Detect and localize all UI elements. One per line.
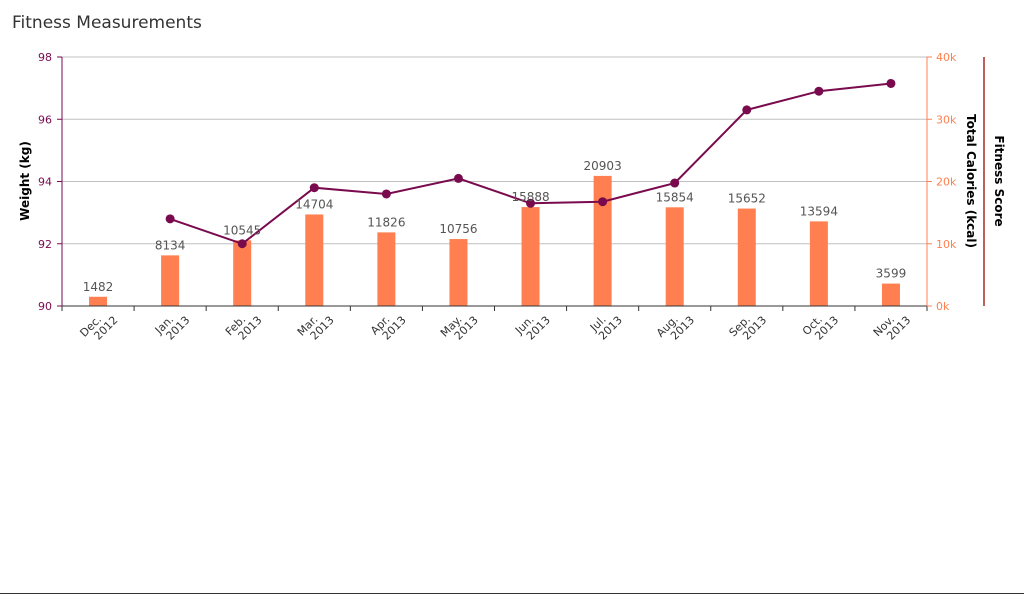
y-right-tick-label: 10k	[936, 238, 957, 251]
x-tick-label: Jun.2013	[512, 305, 553, 346]
weight-point	[814, 86, 824, 96]
weight-line	[165, 78, 896, 249]
y-right-axis-title: Total Calories (kcal)	[964, 114, 978, 248]
bottom-border	[0, 593, 1024, 594]
chart-title: Fitness Measurements	[12, 13, 202, 33]
weight-point	[742, 105, 752, 115]
weight-point	[381, 189, 391, 199]
calorie-bar	[233, 240, 252, 306]
weight-point	[309, 183, 319, 193]
calorie-bar	[449, 239, 468, 306]
calorie-bar	[377, 232, 396, 306]
calorie-bar	[161, 255, 180, 306]
y-left-tick-label: 90	[38, 300, 52, 313]
calorie-bar	[89, 296, 108, 306]
x-tick-label: Jan.2013	[152, 305, 193, 346]
calorie-bar	[737, 208, 756, 306]
y-right-tick-label: 0k	[936, 300, 950, 313]
weight-point	[670, 178, 680, 188]
y-left-tick-label: 92	[38, 238, 52, 251]
y-left-axis-title: Weight (kg)	[18, 141, 32, 221]
calorie-data-label: 11826	[367, 215, 405, 229]
x-tick-label: Mar.2013	[295, 305, 337, 347]
calorie-data-label: 8134	[155, 238, 186, 252]
weight-point	[598, 197, 608, 207]
calorie-bar	[593, 175, 612, 306]
y-right2-axis-title: Fitness Score	[992, 135, 1006, 226]
calorie-data-label: 15652	[728, 192, 766, 206]
y-left-tick-label: 98	[38, 51, 52, 64]
grid-lines	[62, 56, 927, 245]
calorie-data-label: 1482	[83, 280, 114, 294]
y-left-tick-label: 94	[38, 176, 52, 189]
calorie-data-label: 20903	[584, 159, 622, 173]
y-right-tick-label: 40k	[936, 51, 957, 64]
calorie-data-label: 15854	[656, 190, 694, 204]
x-tick-label: Jul.2013	[587, 305, 625, 343]
x-tick-label: Oct.2013	[800, 305, 841, 346]
x-tick-label: Aug.2013	[654, 305, 697, 348]
y-right-tick-label: 20k	[936, 176, 957, 189]
weight-point	[237, 239, 247, 249]
calorie-data-label: 10545	[223, 223, 261, 237]
data-labels: 1482 8134 10545 14704 11826 10756 15888 20903 15…	[83, 159, 906, 294]
calorie-data-label: 3599	[876, 267, 907, 281]
x-tick-label: Feb.2013	[223, 305, 265, 347]
calorie-data-label: 13594	[800, 204, 838, 218]
x-tick-label: Nov.2013	[871, 305, 914, 348]
x-tick-label: Dec.2012	[77, 305, 120, 348]
calorie-bar	[521, 207, 540, 306]
calorie-bar	[305, 214, 324, 306]
calorie-bar	[809, 221, 828, 306]
calorie-data-label: 15888	[511, 190, 549, 204]
weight-point	[453, 173, 463, 183]
x-tick-label: Sep.2013	[727, 305, 770, 348]
x-tick-label: Apr.2013	[368, 305, 409, 346]
y-right-tick-label: 30k	[936, 113, 957, 126]
x-tick-label: May.2013	[438, 305, 481, 348]
weight-point	[526, 198, 536, 208]
calories-bars	[89, 175, 900, 306]
weight-point	[165, 214, 175, 224]
calorie-data-label: 10756	[439, 222, 477, 236]
weight-point	[886, 78, 896, 88]
calorie-bar	[881, 283, 900, 306]
y-left-tick-label: 96	[38, 113, 52, 126]
calorie-bar	[665, 207, 684, 306]
calorie-data-label: 14704	[295, 197, 333, 211]
